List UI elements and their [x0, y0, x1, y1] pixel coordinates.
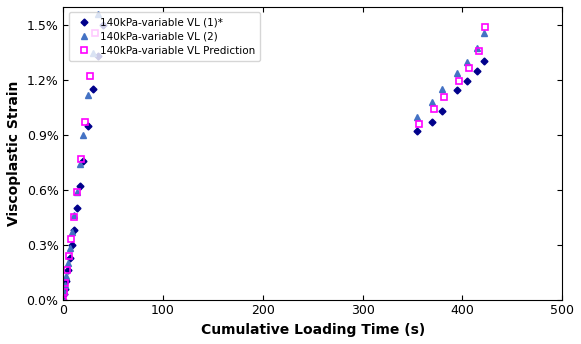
140kPa-variable VL (2) — [60, 298, 67, 302]
140kPa-variable VL (1)* — [100, 23, 107, 27]
Line: 140kPa-variable VL (2): 140kPa-variable VL (2) — [60, 0, 487, 303]
140kPa-variable VL Prediction — [60, 298, 67, 302]
140kPa-variable VL (1)* — [429, 120, 436, 124]
Line: 140kPa-variable VL Prediction: 140kPa-variable VL Prediction — [60, 0, 489, 303]
140kPa-variable VL (1)* — [480, 59, 487, 63]
140kPa-variable VL (2) — [429, 100, 436, 104]
140kPa-variable VL (1)* — [60, 298, 67, 302]
140kPa-variable VL Prediction — [66, 254, 73, 258]
Y-axis label: Viscoplastic Strain: Viscoplastic Strain — [7, 80, 21, 226]
140kPa-variable VL Prediction — [482, 25, 489, 29]
X-axis label: Cumulative Loading Time (s): Cumulative Loading Time (s) — [200, 323, 425, 337]
Line: 140kPa-variable VL (1)*: 140kPa-variable VL (1)* — [61, 0, 487, 302]
140kPa-variable VL (2) — [480, 31, 487, 35]
Legend: 140kPa-variable VL (1)*, 140kPa-variable VL (2), 140kPa-variable VL Prediction: 140kPa-variable VL (1)*, 140kPa-variable… — [69, 12, 260, 61]
140kPa-variable VL Prediction — [456, 79, 463, 83]
